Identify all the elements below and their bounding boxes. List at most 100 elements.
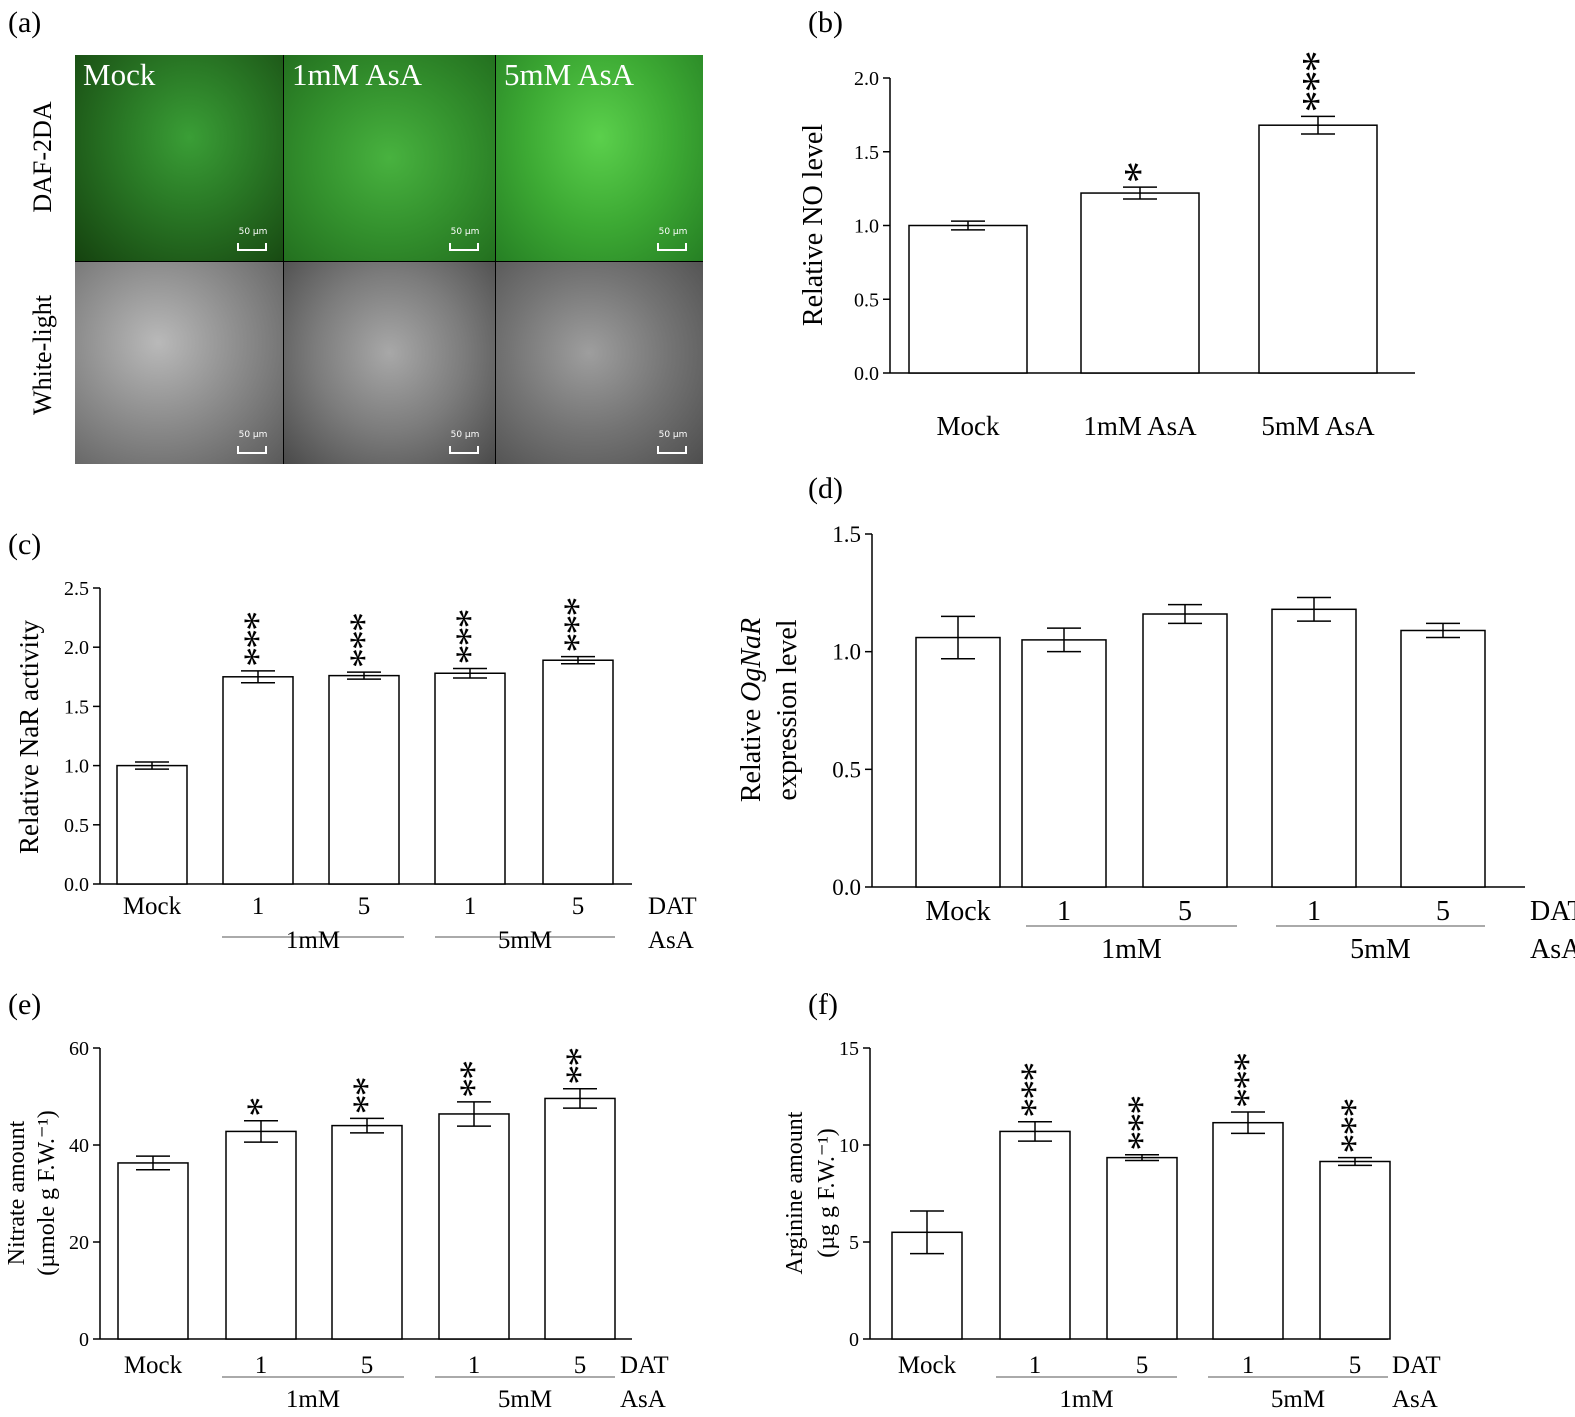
row-label-asa: AsA	[620, 1386, 666, 1413]
scale-bar-label: 50 µm	[658, 430, 688, 440]
scale-bar: 50 µm	[449, 430, 479, 454]
x-tick-label: 5	[361, 1352, 374, 1379]
y-tick-label: 1.0	[854, 216, 879, 238]
x-tick-label: Mock	[124, 1352, 183, 1379]
scale-bar: 50 µm	[449, 227, 479, 251]
bar	[999, 1130, 1071, 1340]
scale-bar-label: 50 µm	[238, 227, 268, 237]
micrograph-white-1mm: 50 µm	[284, 262, 495, 464]
x-tick-label: 5	[1178, 896, 1192, 927]
y-axis-label: Relative NO level	[798, 124, 829, 326]
x-tick-label: 5	[572, 893, 585, 920]
y-axis-label: Relative NaR activity	[14, 620, 44, 854]
y-tick-label: 1.5	[832, 522, 861, 547]
chart-e-nitrate-amount: 0 20 40 60 Nitrate amount (µmole g F.W.⁻¹) Moc…	[4, 1038, 669, 1413]
micrograph-grid: Mock 50 µm 1mM AsA 50 µm 5mM AsA 50 µm 5…	[75, 55, 703, 464]
y-tick-label: 2.0	[64, 637, 89, 659]
y-tick-label: 2.5	[64, 578, 89, 600]
y-tick-label: 15	[839, 1038, 859, 1060]
micrograph-daf-1mm: 1mM AsA 50 µm	[284, 55, 495, 261]
y-tick-label: 0.5	[64, 815, 89, 837]
row-label-dat: DAT	[1530, 896, 1575, 927]
y-tick-label: 10	[839, 1135, 859, 1157]
y-tick-label: 0	[79, 1329, 89, 1351]
x-tick-label: 1	[1307, 896, 1321, 927]
group-label: 1mM	[286, 927, 340, 954]
group-label: 5mM	[498, 1386, 552, 1413]
bar	[328, 674, 400, 885]
significance-mark: **	[344, 1077, 389, 1114]
x-tick-label: 5	[574, 1352, 587, 1379]
y-tick-label: 0	[849, 1329, 859, 1351]
bar	[1080, 192, 1200, 374]
row-label-asa: AsA	[648, 927, 694, 954]
scale-bar: 50 µm	[237, 430, 267, 454]
bar	[1142, 613, 1228, 888]
bar	[222, 676, 294, 885]
scale-bar-label: 50 µm	[238, 430, 268, 440]
y-axis-label: Arginine amount	[782, 1111, 808, 1274]
x-tick-label: 1	[464, 893, 477, 920]
x-tick-label: 1	[1242, 1352, 1255, 1379]
significance-mark: ***	[1119, 1096, 1164, 1151]
significance-mark: ***	[1012, 1063, 1057, 1118]
y-tick-label: 1.5	[854, 142, 879, 164]
group-label: 5mM	[1271, 1386, 1325, 1413]
panel-label-c: (c)	[8, 528, 42, 561]
bar	[116, 764, 188, 885]
chart-b-no-level: 0.0 0.5 1.0 1.5 2.0 Relative NO level Mock * 1mM…	[798, 52, 1415, 441]
significance-mark: *	[238, 1098, 283, 1117]
group-label: 5mM	[1350, 934, 1411, 965]
bar	[1271, 608, 1357, 888]
bar	[331, 1124, 403, 1340]
bar	[908, 224, 1028, 374]
y-axis-label: Nitrate amount	[4, 1120, 30, 1265]
significance-mark: ***	[1225, 1053, 1270, 1108]
x-tick-label: 1	[255, 1352, 268, 1379]
x-tick-label: 5	[1436, 896, 1450, 927]
x-tick-label: 5	[1349, 1352, 1362, 1379]
bar	[225, 1130, 297, 1340]
micrograph-daf-mock: Mock 50 µm	[75, 55, 283, 261]
x-tick-label: Mock	[123, 893, 182, 920]
panel-label-f: (f)	[808, 988, 838, 1021]
y-axis-label-2: (µmole g F.W.⁻¹)	[34, 1110, 60, 1276]
y-axis-label-2: (µg g F.W.⁻¹)	[814, 1128, 840, 1258]
x-tick-label: 5	[1136, 1352, 1149, 1379]
condition-label: 5mM AsA	[504, 57, 635, 92]
chart-d-ognar-expression: 0.0 0.5 1.0 1.5 Relative OgNaR expression lev…	[736, 522, 1575, 965]
y-axis-label: Relative OgNaR	[736, 618, 767, 802]
significance-mark: *	[1115, 163, 1164, 183]
y-tick-label: 5	[849, 1232, 859, 1254]
row-label-asa: AsA	[1530, 934, 1575, 965]
bar	[1021, 639, 1107, 888]
x-tick-label: 5	[358, 893, 371, 920]
significance-mark: **	[451, 1061, 496, 1098]
y-tick-label: 1.0	[832, 640, 861, 665]
y-tick-label: 1.0	[64, 756, 89, 778]
significance-mark: ***	[1293, 52, 1342, 112]
row-label-dat: DAT	[648, 893, 697, 920]
panel-label-e: (e)	[8, 988, 42, 1021]
x-tick-label: 5mM AsA	[1261, 411, 1375, 441]
y-tick-label: 20	[69, 1232, 89, 1254]
y-tick-label: 60	[69, 1038, 89, 1060]
x-tick-label: 1	[1029, 1352, 1042, 1379]
y-axis-label-2: expression level	[772, 619, 803, 800]
y-tick-label: 0.0	[64, 874, 89, 896]
chart-c-nar-activity: 0.0 0.5 1.0 1.5 2.0 2.5 Relative NaR activity M…	[14, 578, 697, 954]
group-label: 1mM	[1101, 934, 1162, 965]
x-tick-label: Mock	[925, 896, 990, 927]
x-tick-label: 1mM AsA	[1083, 411, 1197, 441]
scale-bar: 50 µm	[657, 227, 687, 251]
panel-label-d: (d)	[808, 472, 843, 505]
bar	[544, 1097, 616, 1340]
row-label-dat: DAT	[620, 1352, 669, 1379]
bar	[434, 672, 506, 885]
scale-bar: 50 µm	[657, 430, 687, 454]
y-tick-label: 1.5	[64, 696, 89, 718]
panel-label-a: (a)	[8, 6, 42, 39]
bar	[1319, 1160, 1391, 1340]
row-label-daf: DAF-2DA	[28, 101, 57, 213]
